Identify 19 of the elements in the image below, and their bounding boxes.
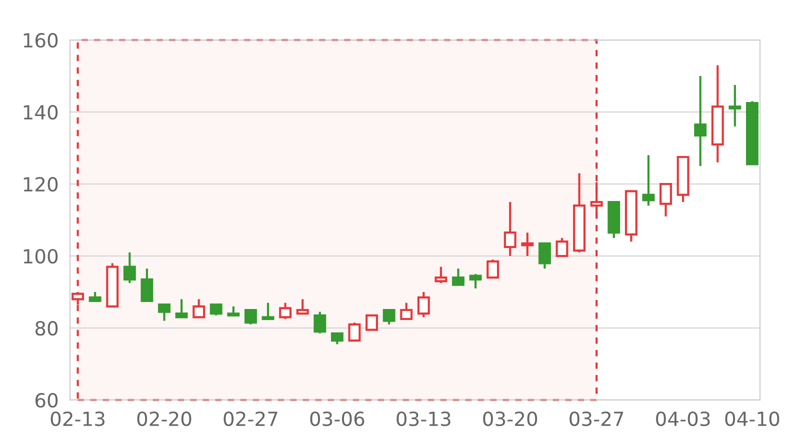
y-tick-label: 140 [24, 104, 58, 120]
candlestick [711, 64, 724, 164]
y-tick-label: 160 [24, 32, 58, 48]
y-tick-label: 100 [24, 248, 58, 264]
candlestick [694, 74, 707, 168]
x-tick-label: 03-13 [396, 411, 450, 426]
x-tick-label: 04-10 [725, 411, 780, 426]
y-tick-label: 80 [35, 320, 58, 336]
y-tick-label: 120 [24, 176, 58, 192]
candlestick [521, 232, 534, 258]
x-tick-label: 03-06 [310, 411, 364, 426]
x-tick-label: 02-20 [137, 411, 192, 426]
candlestick [728, 84, 742, 128]
y-tick-label: 60 [36, 392, 58, 408]
x-tick-label: 03-20 [483, 411, 538, 426]
x-tick-label: 02-27 [224, 411, 278, 426]
x-tick-label: 02-13 [50, 411, 104, 426]
x-tick-label: 04-03 [656, 411, 710, 426]
x-tick-label: 03-27 [570, 411, 624, 426]
